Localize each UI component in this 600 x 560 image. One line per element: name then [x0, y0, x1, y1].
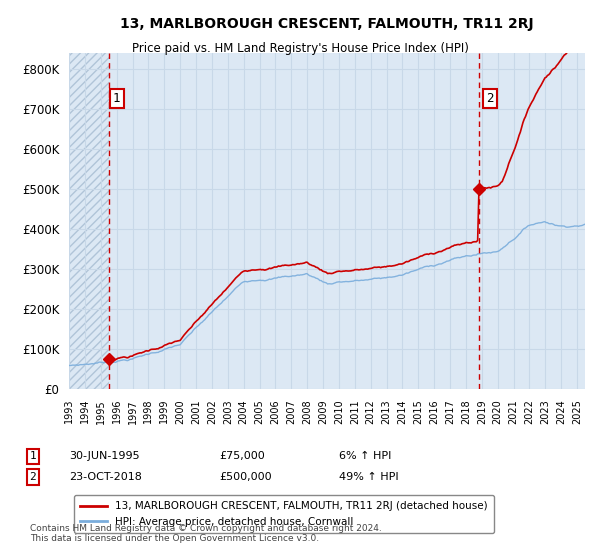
- Text: 49% ↑ HPI: 49% ↑ HPI: [339, 472, 398, 482]
- Text: 2: 2: [486, 92, 494, 105]
- Text: 1: 1: [29, 451, 37, 461]
- Text: 2: 2: [29, 472, 37, 482]
- Text: £75,000: £75,000: [219, 451, 265, 461]
- Text: 1: 1: [113, 92, 121, 105]
- Text: £500,000: £500,000: [219, 472, 272, 482]
- Bar: [69, 53, 109, 389]
- Text: 30-JUN-1995: 30-JUN-1995: [69, 451, 140, 461]
- Text: 23-OCT-2018: 23-OCT-2018: [69, 472, 142, 482]
- Text: Price paid vs. HM Land Registry's House Price Index (HPI): Price paid vs. HM Land Registry's House …: [131, 42, 469, 55]
- Title: 13, MARLBOROUGH CRESCENT, FALMOUTH, TR11 2RJ: 13, MARLBOROUGH CRESCENT, FALMOUTH, TR11…: [120, 17, 534, 31]
- Text: Contains HM Land Registry data © Crown copyright and database right 2024.
This d: Contains HM Land Registry data © Crown c…: [30, 524, 382, 543]
- Text: 6% ↑ HPI: 6% ↑ HPI: [339, 451, 391, 461]
- Legend: 13, MARLBOROUGH CRESCENT, FALMOUTH, TR11 2RJ (detached house), HPI: Average pric: 13, MARLBOROUGH CRESCENT, FALMOUTH, TR11…: [74, 495, 494, 533]
